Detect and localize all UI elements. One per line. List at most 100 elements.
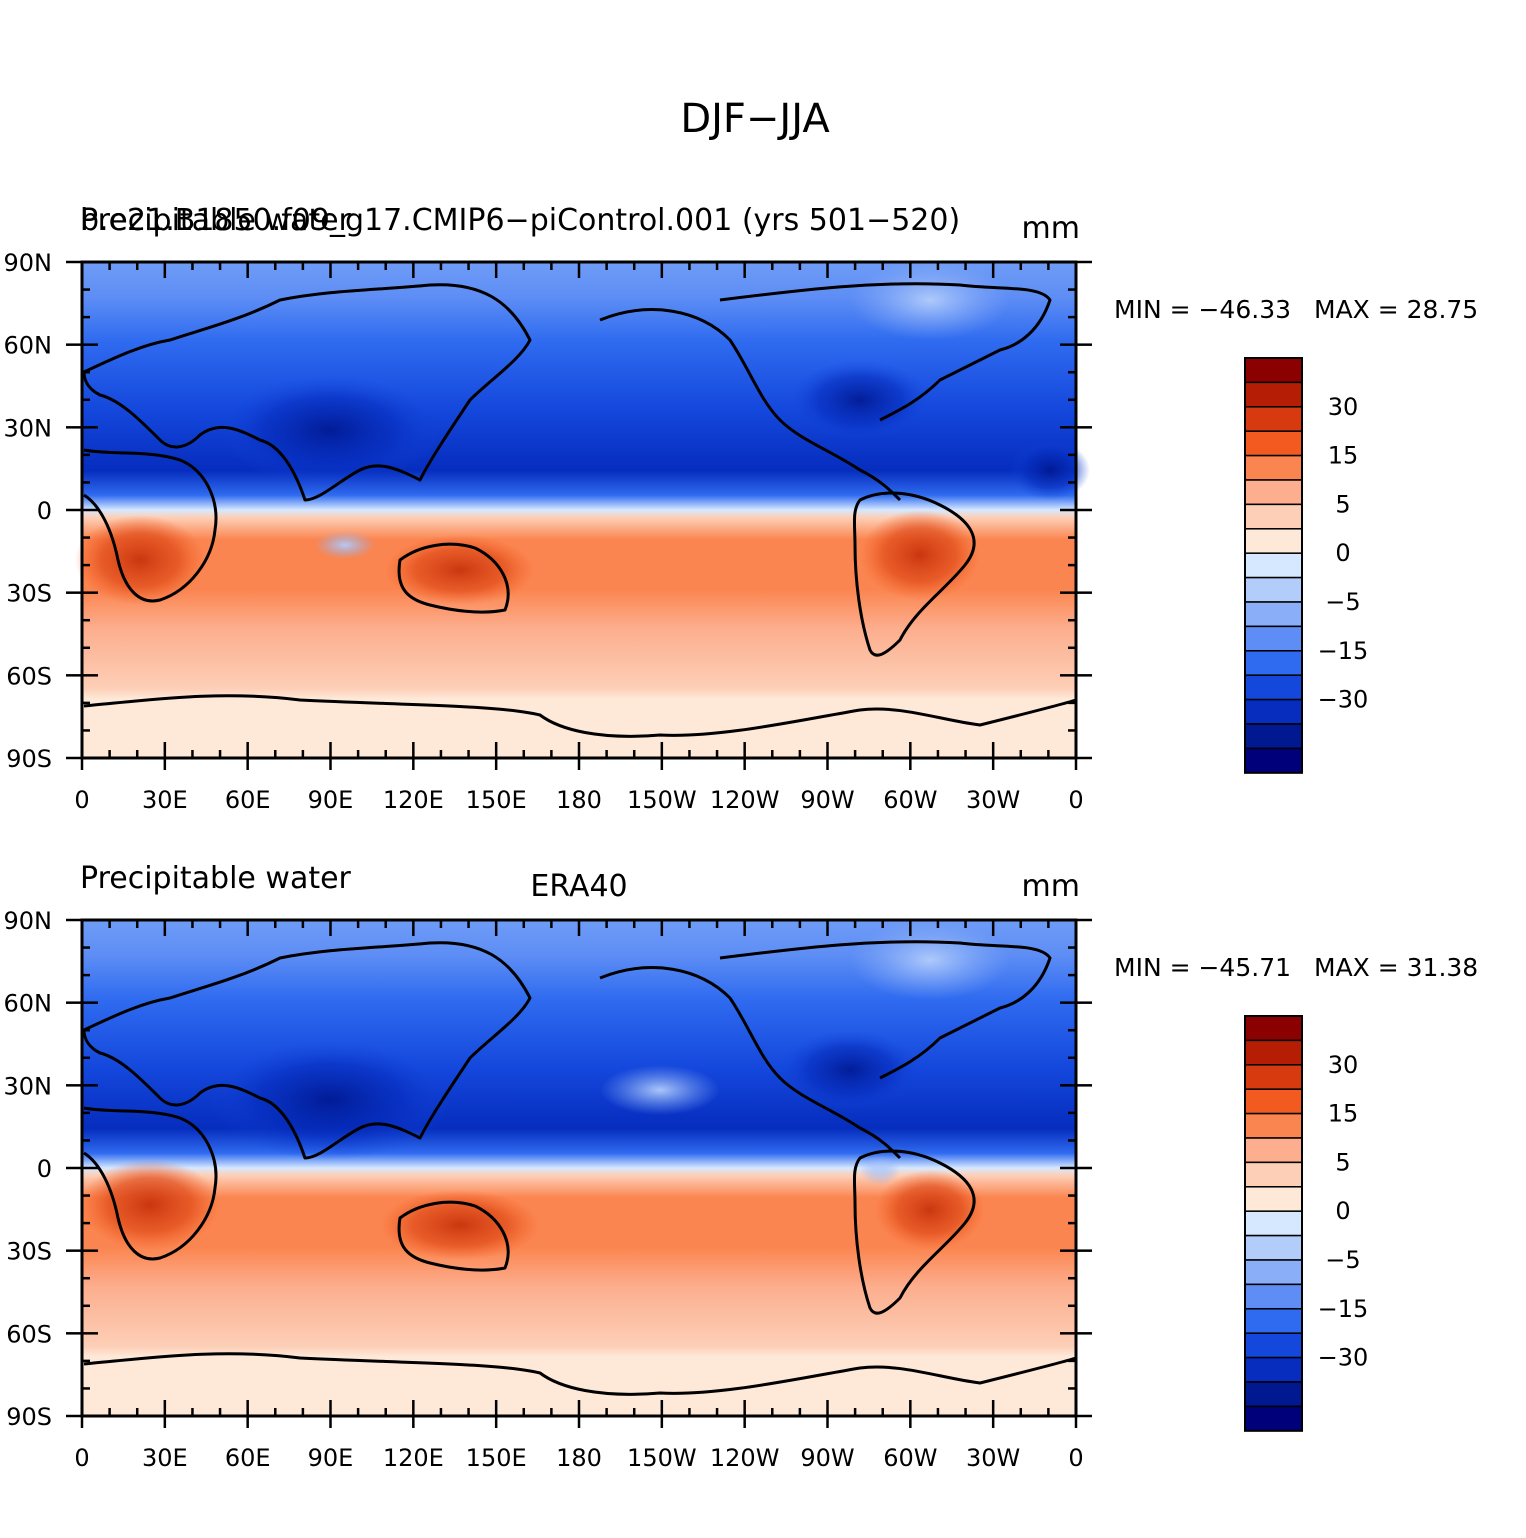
min-label: MIN = −45.71 (1114, 953, 1291, 982)
map-field (80, 920, 1076, 1416)
y-tick-label: 30N (4, 1072, 53, 1100)
panel-title-source: ERA40 (530, 869, 627, 904)
x-tick-label: 90W (800, 786, 854, 814)
y-tick-label: 90S (6, 745, 52, 773)
colorbar-swatch (1244, 1186, 1303, 1212)
colorbar-label: 5 (1335, 1148, 1350, 1176)
x-tick-label: 90W (800, 1444, 854, 1472)
panel-units: mm (1022, 869, 1080, 904)
colorbar-swatch (1244, 1039, 1303, 1066)
figure-title: DJF−JJA (680, 96, 830, 142)
axis-ticks (66, 918, 1092, 1428)
x-tick-label: 60E (225, 786, 271, 814)
colorbar-swatch (1244, 1405, 1303, 1432)
y-tick-label: 30S (6, 1238, 52, 1266)
colorbar-swatch (1244, 1308, 1303, 1334)
colorbar-swatch (1244, 552, 1303, 579)
panel-title-variable: Precipitable water (80, 861, 352, 896)
colorbar-swatch (1244, 698, 1303, 725)
y-tick-label: 90N (4, 249, 53, 277)
colorbar-swatch (1244, 625, 1303, 652)
x-tick-label: 150W (627, 1444, 697, 1472)
colorbar-label: −15 (1318, 1295, 1369, 1323)
colorbar-swatch (1244, 723, 1303, 750)
colorbar-label: −30 (1318, 1344, 1369, 1372)
x-tick-label: 180 (556, 1444, 602, 1472)
x-tick-label: 150E (466, 1444, 527, 1472)
colorbar-swatch (1244, 1112, 1303, 1139)
x-tick-label: 60W (883, 1444, 937, 1472)
y-tick-label: 30S (6, 580, 52, 608)
x-tick-label: 30W (966, 1444, 1020, 1472)
colorbar-swatch (1244, 1259, 1303, 1286)
colorbar-swatch (1244, 503, 1303, 530)
colorbar-swatch (1244, 381, 1303, 408)
colorbar-swatch (1244, 1161, 1303, 1188)
colorbar-label: 15 (1328, 1100, 1359, 1128)
y-tick-labels: 90N 60N 30N 0 30S 60S 90S (4, 907, 53, 1431)
colorbar-label: 0 (1335, 539, 1350, 567)
x-tick-labels: 0 30E 60E 90E 120E 150E 180 150W 120W 90W 60W 30W 0 (74, 1444, 1083, 1472)
x-tick-label: 120W (710, 786, 780, 814)
colorbar-label: 5 (1335, 490, 1350, 518)
x-tick-label: 0 (74, 1444, 89, 1472)
colorbar-swatch (1244, 576, 1303, 603)
colorbar-label: 30 (1328, 1051, 1359, 1079)
y-tick-label: 90N (4, 907, 53, 935)
colorbar-swatch (1244, 1210, 1303, 1237)
x-tick-label: 30E (142, 1444, 188, 1472)
x-tick-label: 30E (142, 786, 188, 814)
colorbar-swatch (1244, 1137, 1303, 1164)
colorbar-label: −30 (1318, 686, 1369, 714)
panel-units: mm (1022, 211, 1080, 246)
y-tick-labels: 90N 60N 30N 0 30S 60S 90S (4, 249, 53, 773)
colorbar-swatch (1244, 406, 1303, 432)
panel-model: Precipitable water b.e21.B1850.f09_g17.C… (4, 203, 1479, 814)
panel-obs: Precipitable water ERA40 mm 0 30E 60E 90E 12… (4, 861, 1479, 1472)
x-tick-label: 180 (556, 786, 602, 814)
colorbar-label: −5 (1325, 588, 1360, 616)
colorbar-swatch (1244, 528, 1303, 554)
x-tick-label: 0 (1068, 786, 1083, 814)
colorbar-swatch (1244, 1064, 1303, 1090)
colorbar-swatch (1244, 1234, 1303, 1261)
colorbar-swatch (1244, 650, 1303, 676)
panel-title-case: b.e21.B1850.f09_g17.CMIP6−piControl.001 … (80, 203, 960, 238)
colorbar-swatch (1244, 1283, 1303, 1310)
colorbar-label: 15 (1328, 442, 1359, 470)
y-tick-label: 90S (6, 1403, 52, 1431)
colorbar-swatch (1244, 479, 1303, 506)
max-label: MAX = 31.38 (1314, 953, 1478, 982)
colorbar-swatch (1244, 747, 1303, 774)
colorbar-swatch (1244, 1332, 1303, 1359)
panel-title-variable: Precipitable water (80, 203, 352, 238)
colorbar-label: −5 (1325, 1246, 1360, 1274)
x-tick-label: 120E (383, 786, 444, 814)
min-label: MIN = −46.33 (1114, 295, 1291, 324)
y-tick-label: 0 (37, 1155, 52, 1183)
x-tick-label: 30W (966, 786, 1020, 814)
x-tick-label: 60E (225, 1444, 271, 1472)
colorbar-swatch (1244, 674, 1303, 701)
colorbar-swatch (1244, 601, 1303, 628)
x-tick-label: 90E (308, 786, 354, 814)
x-tick-label: 150W (627, 786, 697, 814)
coastlines (82, 282, 1077, 738)
x-tick-label: 150E (466, 786, 527, 814)
x-tick-label: 60W (883, 786, 937, 814)
colorbar: 30 15 5 0 −5 −15 −30 (1244, 357, 1369, 774)
coastlines (82, 940, 1077, 1396)
x-tick-label: 0 (74, 786, 89, 814)
axis-ticks (66, 260, 1092, 770)
x-tick-label: 120W (710, 1444, 780, 1472)
y-tick-label: 60N (4, 332, 53, 360)
x-tick-label: 120E (383, 1444, 444, 1472)
y-tick-label: 60N (4, 990, 53, 1018)
y-tick-label: 0 (37, 497, 52, 525)
colorbar-label: −15 (1318, 637, 1369, 665)
y-tick-label: 60S (6, 662, 52, 690)
colorbar-swatch (1244, 357, 1303, 384)
colorbar-swatch (1244, 1356, 1303, 1383)
x-tick-label: 90E (308, 1444, 354, 1472)
